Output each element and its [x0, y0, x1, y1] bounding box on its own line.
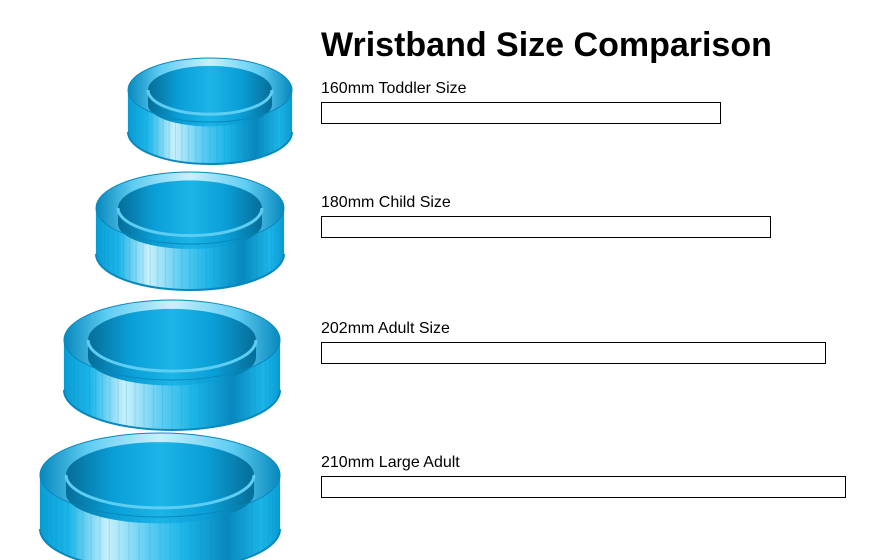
size-bar	[321, 216, 771, 238]
size-label: 160mm Toddler Size	[321, 80, 467, 98]
size-label: 180mm Child Size	[321, 194, 451, 212]
size-bar	[321, 102, 721, 124]
size-bar	[321, 342, 826, 364]
wristband-icon	[20, 413, 300, 560]
size-label: 210mm Large Adult	[321, 454, 460, 472]
size-label: 202mm Adult Size	[321, 320, 450, 338]
wristband-size-comparison: Wristband Size Comparison 160mm Toddler S…	[0, 0, 870, 560]
size-bar	[321, 476, 846, 498]
page-title: Wristband Size Comparison	[321, 26, 772, 65]
